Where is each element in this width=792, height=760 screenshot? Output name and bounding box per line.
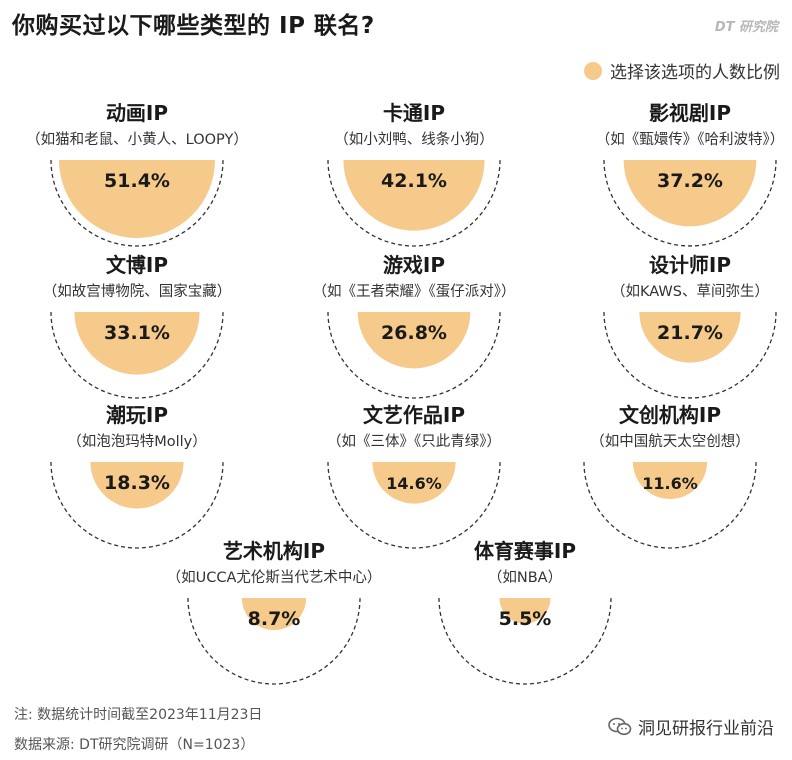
wechat-icon xyxy=(608,717,632,737)
category-example: （如《甄嬛传》《哈利波特》） xyxy=(596,131,785,148)
chart-item: 影视剧IP （如《甄嬛传》《哈利波特》） 37.2% xyxy=(596,101,785,247)
guide-arc xyxy=(187,597,361,685)
category-example: （如《王者荣耀》《蛋仔派对》） xyxy=(313,283,516,300)
category-example: （如猫和老鼠、小黄人、LOOPY） xyxy=(26,131,248,148)
guide-arc xyxy=(50,461,224,549)
chart-item: 潮玩IP （如泡泡玛特Molly） 18.3% xyxy=(50,403,224,549)
guide-arc xyxy=(327,461,501,549)
watermark-text: 洞见研报行业前沿 xyxy=(638,719,774,739)
category-example: （如泡泡玛特Molly） xyxy=(67,433,207,450)
value-semicircle xyxy=(90,462,184,509)
category-name: 卡通IP xyxy=(383,101,445,125)
value-label: 33.1% xyxy=(104,322,170,344)
value-semicircle xyxy=(241,598,307,631)
value-semicircle xyxy=(59,160,215,238)
category-name: 文博IP xyxy=(106,253,168,277)
guide-arc xyxy=(603,311,777,399)
value-semicircle xyxy=(623,160,757,227)
chart-item: 卡通IP （如小刘鸭、线条小狗） 42.1% xyxy=(327,101,501,247)
value-label: 11.6% xyxy=(642,474,698,493)
footer-note: 注: 数据统计时间截至2023年11月23日 xyxy=(14,707,263,723)
guide-arc xyxy=(603,159,777,247)
category-name: 影视剧IP xyxy=(649,101,731,125)
value-semicircle xyxy=(343,160,485,231)
guide-arc xyxy=(50,159,224,247)
chart-item: 设计师IP （如KAWS、草间弥生） 21.7% xyxy=(603,253,777,399)
value-label: 42.1% xyxy=(381,170,447,192)
value-label: 51.4% xyxy=(104,170,170,192)
value-semicircle xyxy=(639,312,741,363)
category-example: （如小刘鸭、线条小狗） xyxy=(334,131,494,148)
guide-arc xyxy=(327,311,501,399)
legend-label: 选择该选项的人数比例 xyxy=(610,63,780,83)
watermark: 洞见研报行业前沿 xyxy=(608,714,774,739)
category-name: 潮玩IP xyxy=(106,403,168,427)
chart-title: 你购买过以下哪些类型的 IP 联名? xyxy=(12,13,375,39)
category-example: （如中国航天太空创想） xyxy=(590,433,750,450)
category-example: （如NBA） xyxy=(488,569,562,586)
value-semicircle xyxy=(74,312,200,375)
chart-item: 动画IP （如猫和老鼠、小黄人、LOOPY） 51.4% xyxy=(26,101,248,247)
chart-item: 体育赛事IP （如NBA） 5.5% xyxy=(438,539,612,685)
category-name: 文艺作品IP xyxy=(363,403,465,427)
value-semicircle xyxy=(499,598,551,624)
value-label: 5.5% xyxy=(499,608,552,630)
category-example: （如《三体》《只此青绿》） xyxy=(327,433,501,450)
category-example: （如故宫博物院、国家宝藏） xyxy=(43,283,232,300)
category-name: 文创机构IP xyxy=(619,403,721,427)
category-example: （如UCCA尤伦斯当代艺术中心） xyxy=(167,569,382,586)
chart-item: 游戏IP （如《王者荣耀》《蛋仔派对》） 26.8% xyxy=(313,253,516,399)
legend-swatch xyxy=(584,61,602,80)
guide-arc xyxy=(50,311,224,399)
guide-arc xyxy=(327,159,501,247)
category-name: 设计师IP xyxy=(649,253,731,277)
chart-item: 艺术机构IP （如UCCA尤伦斯当代艺术中心） 8.7% xyxy=(167,539,382,685)
legend: 选择该选项的人数比例 xyxy=(584,58,780,83)
value-label: 8.7% xyxy=(248,608,301,630)
brand-logo: DT 研究院 xyxy=(714,20,778,35)
chart-item: 文创机构IP （如中国航天太空创想） 11.6% xyxy=(583,403,757,549)
value-label: 37.2% xyxy=(657,170,723,192)
value-label: 14.6% xyxy=(386,474,442,493)
chart-item: 文博IP （如故宫博物院、国家宝藏） 33.1% xyxy=(43,253,232,399)
category-name: 体育赛事IP xyxy=(474,539,576,563)
category-example: （如KAWS、草间弥生） xyxy=(611,282,769,300)
category-name: 游戏IP xyxy=(383,253,445,277)
guide-arc xyxy=(438,597,612,685)
value-semicircle xyxy=(632,462,708,500)
category-name: 艺术机构IP xyxy=(223,539,325,563)
chart-item: 文艺作品IP （如《三体》《只此青绿》） 14.6% xyxy=(327,403,501,549)
value-label: 21.7% xyxy=(657,322,723,344)
footer-source: 数据来源: DT研究院调研（N=1023） xyxy=(14,737,255,753)
value-label: 26.8% xyxy=(381,322,447,344)
value-semicircle xyxy=(372,462,456,504)
category-name: 动画IP xyxy=(106,101,168,125)
value-label: 18.3% xyxy=(104,472,170,494)
value-semicircle xyxy=(357,312,471,369)
guide-arc xyxy=(583,461,757,549)
